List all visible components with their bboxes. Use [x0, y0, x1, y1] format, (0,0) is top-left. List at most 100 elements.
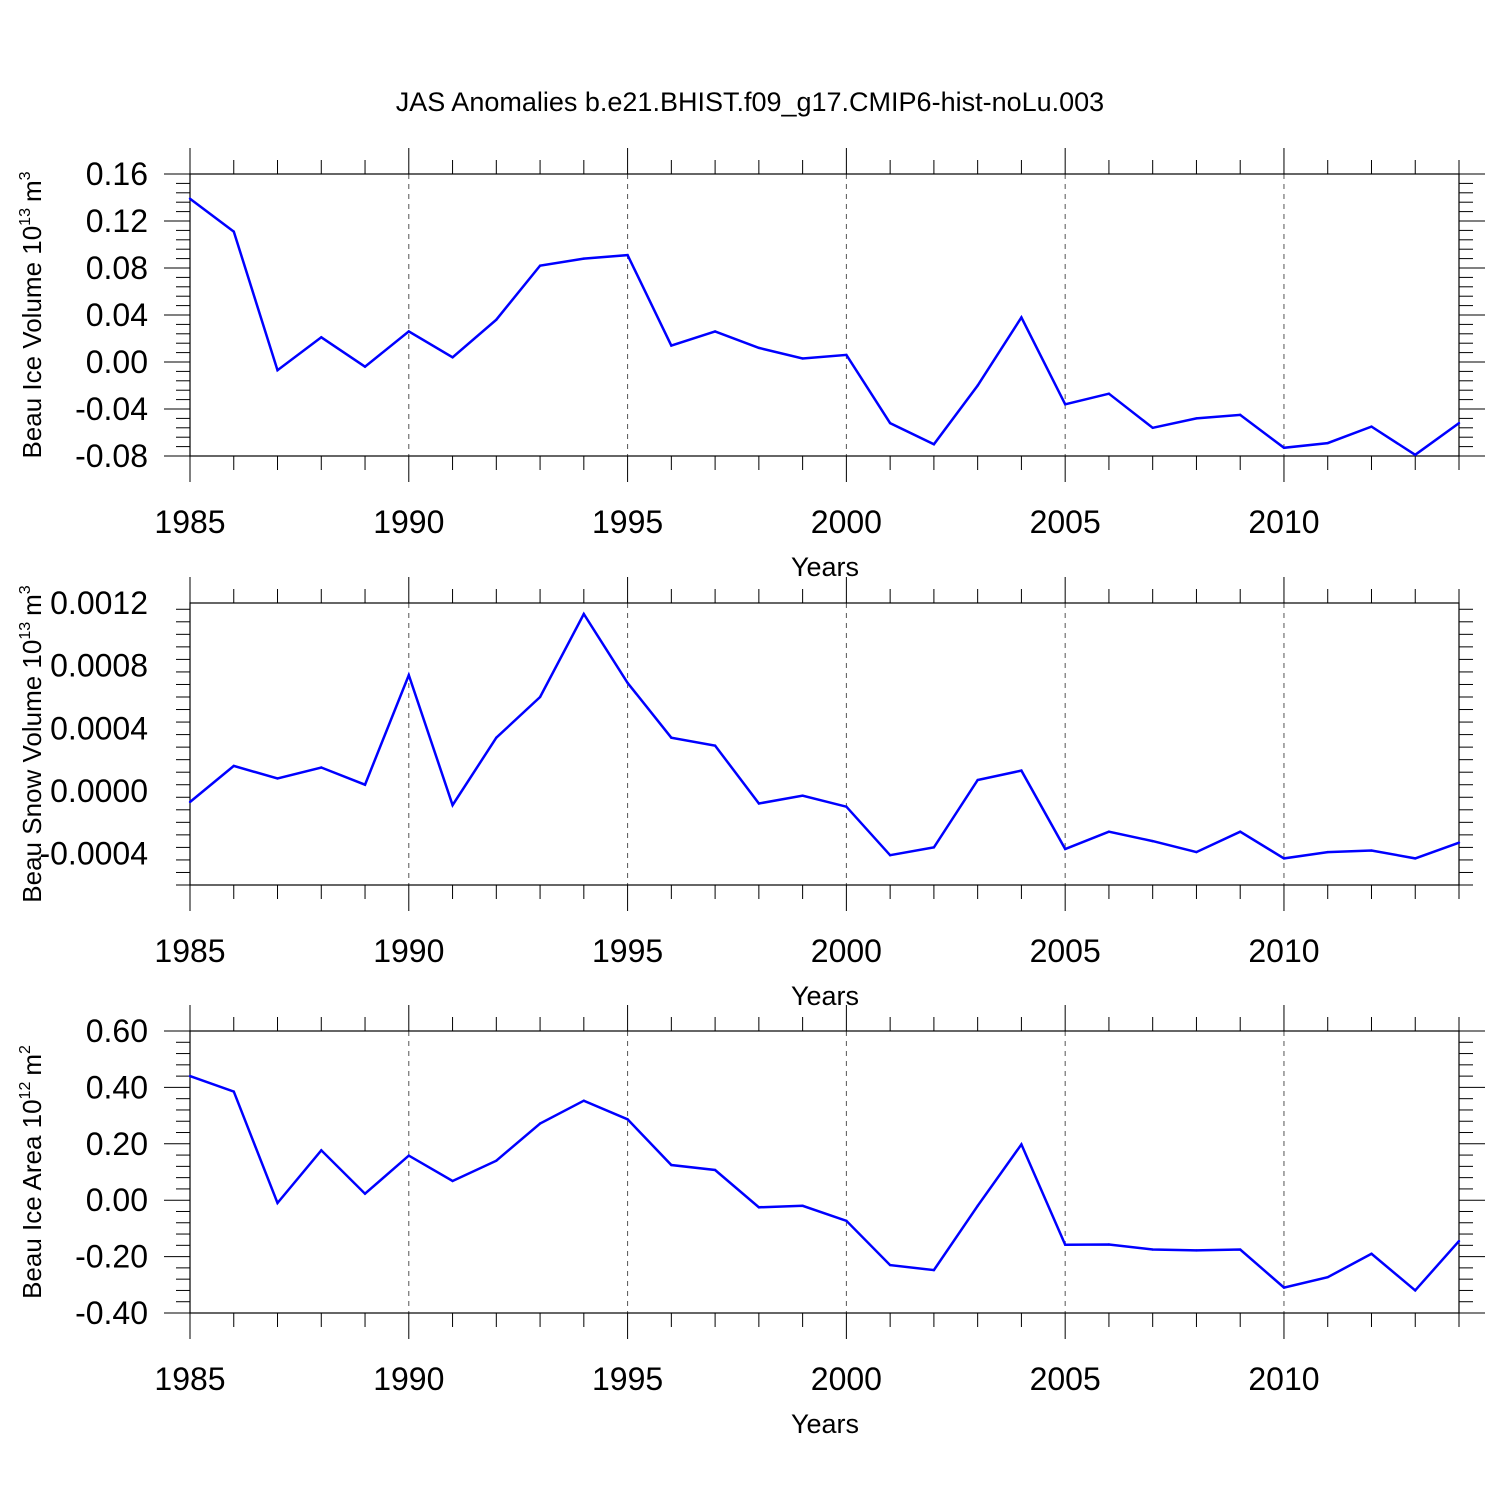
data-point — [1282, 857, 1286, 860]
data-point — [757, 1206, 761, 1209]
plot-frame — [189, 602, 1460, 886]
data-point — [1020, 769, 1023, 772]
data-point — [713, 1168, 717, 1172]
y-tick-label: 0.40 — [86, 1069, 148, 1105]
data-point — [1239, 1248, 1242, 1251]
data-point — [845, 353, 848, 357]
data-point — [320, 1149, 323, 1152]
y-tick-label: 0.00 — [86, 1182, 148, 1218]
data-point — [495, 1159, 498, 1162]
data-point — [1282, 1286, 1286, 1289]
data-point — [1195, 1249, 1198, 1252]
x-axis-title: Years — [791, 1409, 859, 1439]
data-point — [232, 230, 235, 233]
data-point — [1370, 425, 1373, 428]
data-point — [801, 357, 804, 360]
y-tick-label: 0.0004 — [50, 710, 148, 746]
data-point — [1414, 857, 1417, 860]
y-tick-label: -0.04 — [75, 391, 148, 427]
data-point — [538, 695, 542, 699]
panel-3: -0.40 -0.20 0.00 0.20 0.40 0.60 1985 1990 1995 20… — [17, 1005, 1485, 1439]
data-point — [188, 1074, 192, 1078]
y-tick-label: 0.00 — [86, 344, 148, 380]
data-point — [1195, 417, 1198, 420]
y-axis-title: Beau Snow Volume 1013m3 — [17, 585, 47, 903]
data-point — [232, 764, 235, 768]
data-point — [1063, 1243, 1067, 1246]
data-point — [1239, 830, 1242, 833]
data-point — [670, 344, 673, 347]
data-point — [363, 1192, 367, 1195]
x-tick-label: 1990 — [373, 1361, 444, 1397]
plot-frame — [189, 1030, 1460, 1314]
data-point — [1457, 841, 1461, 844]
data-point — [1020, 1143, 1023, 1146]
data-point — [976, 384, 979, 387]
data-point — [320, 766, 323, 769]
data-point — [1370, 849, 1373, 852]
data-point — [845, 805, 848, 808]
y-tick-label: 0.16 — [86, 156, 148, 192]
plot-frame — [189, 173, 1460, 457]
data-point — [932, 443, 936, 446]
data-point — [888, 1263, 892, 1267]
x-tick-label: 2005 — [1030, 933, 1101, 969]
data-point — [1107, 392, 1111, 395]
x-axis-title: Years — [791, 552, 859, 582]
series-line — [189, 197, 1460, 457]
data-point — [757, 802, 761, 805]
x-tick-label: 2000 — [811, 933, 882, 969]
y-tick-label: 0.60 — [86, 1013, 148, 1049]
y-tick-label: 0.08 — [86, 250, 148, 286]
x-tick-label: 2000 — [811, 1361, 882, 1397]
data-point — [320, 336, 323, 339]
data-point — [801, 794, 804, 797]
series-line — [189, 611, 1460, 860]
data-point — [495, 318, 498, 321]
data-point — [232, 1090, 235, 1093]
data-point — [1326, 1275, 1329, 1279]
x-tick-label: 1990 — [373, 504, 444, 540]
data-point — [538, 264, 542, 267]
data-point — [1414, 453, 1417, 457]
data-point — [1195, 850, 1198, 854]
x-axis-title: Years — [791, 981, 859, 1011]
y-tick-label: 0.0000 — [50, 773, 148, 809]
x-tick-label: 2000 — [811, 504, 882, 540]
data-point — [188, 800, 192, 804]
y-tick-label: 0.12 — [86, 203, 148, 239]
data-point — [582, 612, 586, 616]
data-point — [276, 777, 279, 780]
y-tick-label: -0.0004 — [39, 836, 148, 872]
data-point — [1020, 316, 1023, 319]
data-point — [1282, 446, 1286, 449]
data-point — [1107, 830, 1111, 833]
data-point — [1063, 847, 1067, 851]
data-point — [757, 346, 761, 350]
x-tick-label: 1985 — [154, 1361, 225, 1397]
data-point — [407, 673, 410, 677]
data-point — [845, 1219, 848, 1222]
y-axis-title: Beau Ice Volume 1013m3 — [17, 171, 47, 458]
data-point — [976, 778, 979, 782]
y-tick-label: -0.40 — [75, 1295, 148, 1331]
x-tick-label: 1985 — [154, 933, 225, 969]
data-point — [888, 421, 892, 425]
data-point — [713, 330, 717, 333]
data-point — [1107, 1243, 1111, 1246]
data-point — [626, 253, 629, 257]
data-point — [188, 197, 192, 200]
data-point — [976, 1204, 979, 1208]
data-point — [670, 1163, 673, 1167]
x-tick-label: 1990 — [373, 933, 444, 969]
x-tick-label: 2005 — [1030, 504, 1101, 540]
y-tick-label: -0.08 — [75, 438, 148, 474]
data-point — [626, 681, 629, 685]
data-point — [451, 803, 454, 807]
data-point — [1457, 1239, 1461, 1243]
data-point — [1326, 441, 1329, 445]
panel-2: -0.0004 0.0000 0.0004 0.0008 0.0012 1985 1990 1… — [17, 577, 1473, 1011]
y-tick-label: 0.20 — [86, 1126, 148, 1162]
y-tick-label: 0.04 — [86, 297, 148, 333]
x-tick-label: 2005 — [1030, 1361, 1101, 1397]
